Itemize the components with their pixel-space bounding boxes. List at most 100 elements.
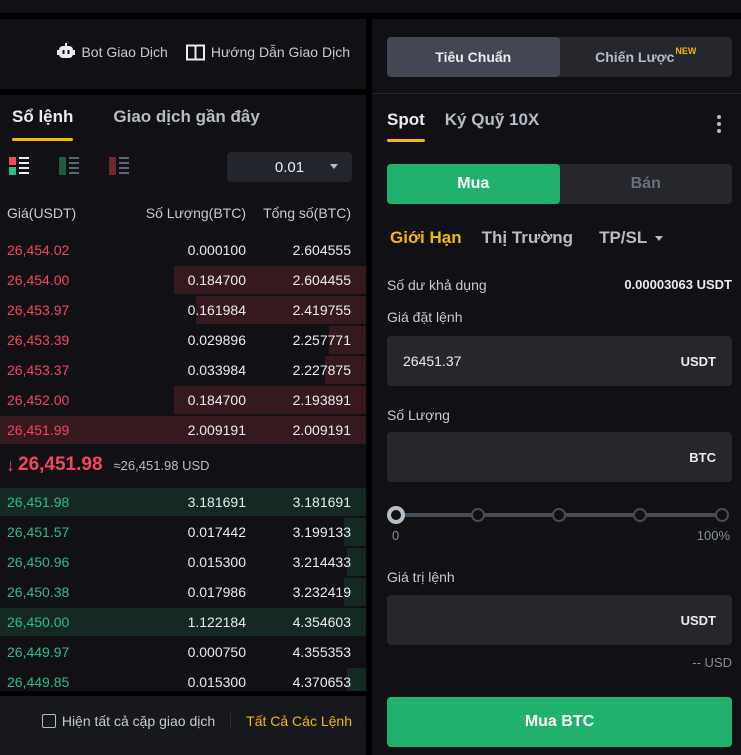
row-quantity: 0.017986 [187,584,246,600]
book-icon [185,44,205,61]
show-all-pairs-label: Hiện tất cả cặp giao dịch [61,713,216,729]
price-column-header: Giá(USDT) [7,205,77,221]
all-orders-link[interactable]: Tất Cả Các Lệnh [246,713,352,729]
depth-bar [0,488,366,516]
price-field-label: Giá đặt lệnh [387,309,463,325]
row-quantity: 0.000750 [187,644,246,660]
row-total: 4.355353 [292,644,351,660]
row-quantity: 2.009191 [187,422,246,438]
ask-row[interactable]: 26,453.97 0.161984 2.419755 [0,295,366,325]
price-input[interactable] [403,353,681,369]
last-price-usd: ≈26,451.98 USD [113,457,210,473]
quantity-field[interactable]: BTC [387,432,732,482]
tab-order-book[interactable]: Sổ lệnh [12,107,74,141]
depth-bar [344,578,366,606]
quantity-input[interactable] [403,449,690,465]
order-value-field[interactable]: USDT [387,595,732,645]
bid-row[interactable]: 26,449.85 0.015300 4.370653 [0,667,366,691]
depth-bar [347,668,366,691]
depth-bar [344,518,366,546]
ask-row[interactable]: 26,452.00 0.184700 2.193891 [0,385,366,415]
divider [230,713,232,729]
row-price: 26,453.39 [7,332,70,348]
quantity-field-label: Số Lượng [387,407,450,423]
top-bar [0,0,741,13]
trading-guide-link[interactable]: Hướng Dẫn Giao Dịch [185,44,350,61]
row-price: 26,454.02 [7,242,70,258]
depth-bar [325,356,366,384]
bid-row[interactable]: 26,451.98 3.181691 3.181691 [0,487,366,517]
depth-bar [347,548,366,576]
new-badge: NEW [675,46,697,56]
row-total: 3.181691 [292,494,351,510]
available-balance: Số dư khả dụng 0.00003063 USDT [387,277,732,293]
tab-strategy-label: Chiến Lược [595,49,675,65]
buy-tab[interactable]: Mua [387,164,560,204]
sell-tab[interactable]: Bán [630,175,661,192]
slider-min-label: 0 [392,528,400,543]
bid-row[interactable]: 26,451.57 0.017442 3.199133 [0,517,366,547]
show-all-pairs-checkbox[interactable] [41,714,56,728]
slider-mark-75[interactable] [633,508,647,522]
row-total: 2.604455 [292,272,351,288]
order-type-tpsl[interactable]: TP/SL [599,228,664,248]
tab-standard[interactable]: Tiêu Chuẩn [387,37,560,77]
bid-row[interactable]: 26,450.00 1.122184 4.354603 [0,607,366,637]
order-value-input[interactable] [403,612,681,628]
orderbook-footer: Hiện tất cả cặp giao dịch Tất Cả Các Lện… [0,696,366,755]
row-price: 26,451.57 [7,524,70,540]
tab-margin[interactable]: Ký Quỹ 10X [444,110,540,129]
price-field[interactable]: USDT [387,336,732,386]
ask-row[interactable]: 26,454.02 0.000100 2.604555 [0,235,366,265]
slider-handle[interactable] [387,506,405,524]
bid-row[interactable]: 26,450.96 0.015300 3.214433 [0,547,366,577]
ask-row[interactable]: 26,453.37 0.033984 2.227875 [0,355,366,385]
bids-list: 26,451.98 3.181691 3.181691 26,451.57 0.0174… [0,487,366,691]
row-total: 2.604555 [292,242,351,258]
bid-row[interactable]: 26,450.38 0.017986 3.232419 [0,577,366,607]
quantity-percent-slider[interactable] [387,503,732,527]
price-unit: USDT [680,353,716,369]
tab-recent-trades[interactable]: Giao dịch gần đây [113,107,260,126]
tab-standard-label: Tiêu Chuẩn [435,49,512,65]
row-price: 26,453.97 [7,302,70,318]
bot-trading-link[interactable]: Bot Giao Dịch [57,43,168,61]
row-quantity: 0.015300 [187,674,246,690]
buy-sell-toggle: Mua Bán [387,164,732,204]
orderbook-column-headers: Giá(USDT) Số Lượng(BTC) Tổng số(BTC) [0,199,366,223]
row-price: 26,451.99 [7,422,70,438]
slider-max-label: 100% [696,528,730,543]
row-price: 26,453.37 [7,362,70,378]
order-type-market[interactable]: Thị Trường [481,228,574,247]
row-quantity: 3.181691 [187,494,246,510]
last-price-row[interactable]: ↓ 26,451.98 ≈26,451.98 USD [0,445,366,485]
depth-bar [174,266,366,294]
asks-only-view-icon[interactable] [109,157,131,175]
tab-spot[interactable]: Spot [387,110,425,142]
row-quantity: 0.015300 [187,554,246,570]
slider-mark-100[interactable] [715,508,729,522]
slider-mark-25[interactable] [471,508,485,522]
available-balance-value: 0.00003063 USDT [624,277,732,292]
more-options-icon[interactable] [716,115,722,137]
available-balance-label: Số dư khả dụng [387,277,487,293]
ask-row[interactable]: 26,453.39 0.029896 2.257771 [0,325,366,355]
tab-strategy[interactable]: Chiến Lược NEW [560,37,733,77]
order-type-limit[interactable]: Giới Hạn [390,228,462,247]
ask-row[interactable]: 26,454.00 0.184700 2.604455 [0,265,366,295]
slider-mark-50[interactable] [552,508,566,522]
precision-value: 0.01 [274,158,305,176]
row-total: 2.257771 [292,332,351,348]
precision-select[interactable]: 0.01 [227,152,352,182]
ask-row[interactable]: 26,451.99 2.009191 2.009191 [0,415,366,445]
quantity-unit: BTC [689,449,716,465]
row-total: 3.214433 [292,554,351,570]
depth-bar [174,386,366,414]
buy-btc-button[interactable]: Mua BTC [387,697,732,747]
bids-only-view-icon[interactable] [59,157,81,175]
divider [372,93,741,94]
both-sides-view-icon[interactable] [9,157,31,175]
caret-down-icon [330,164,338,169]
row-quantity: 0.184700 [187,392,246,408]
bid-row[interactable]: 26,449.97 0.000750 4.355353 [0,637,366,667]
